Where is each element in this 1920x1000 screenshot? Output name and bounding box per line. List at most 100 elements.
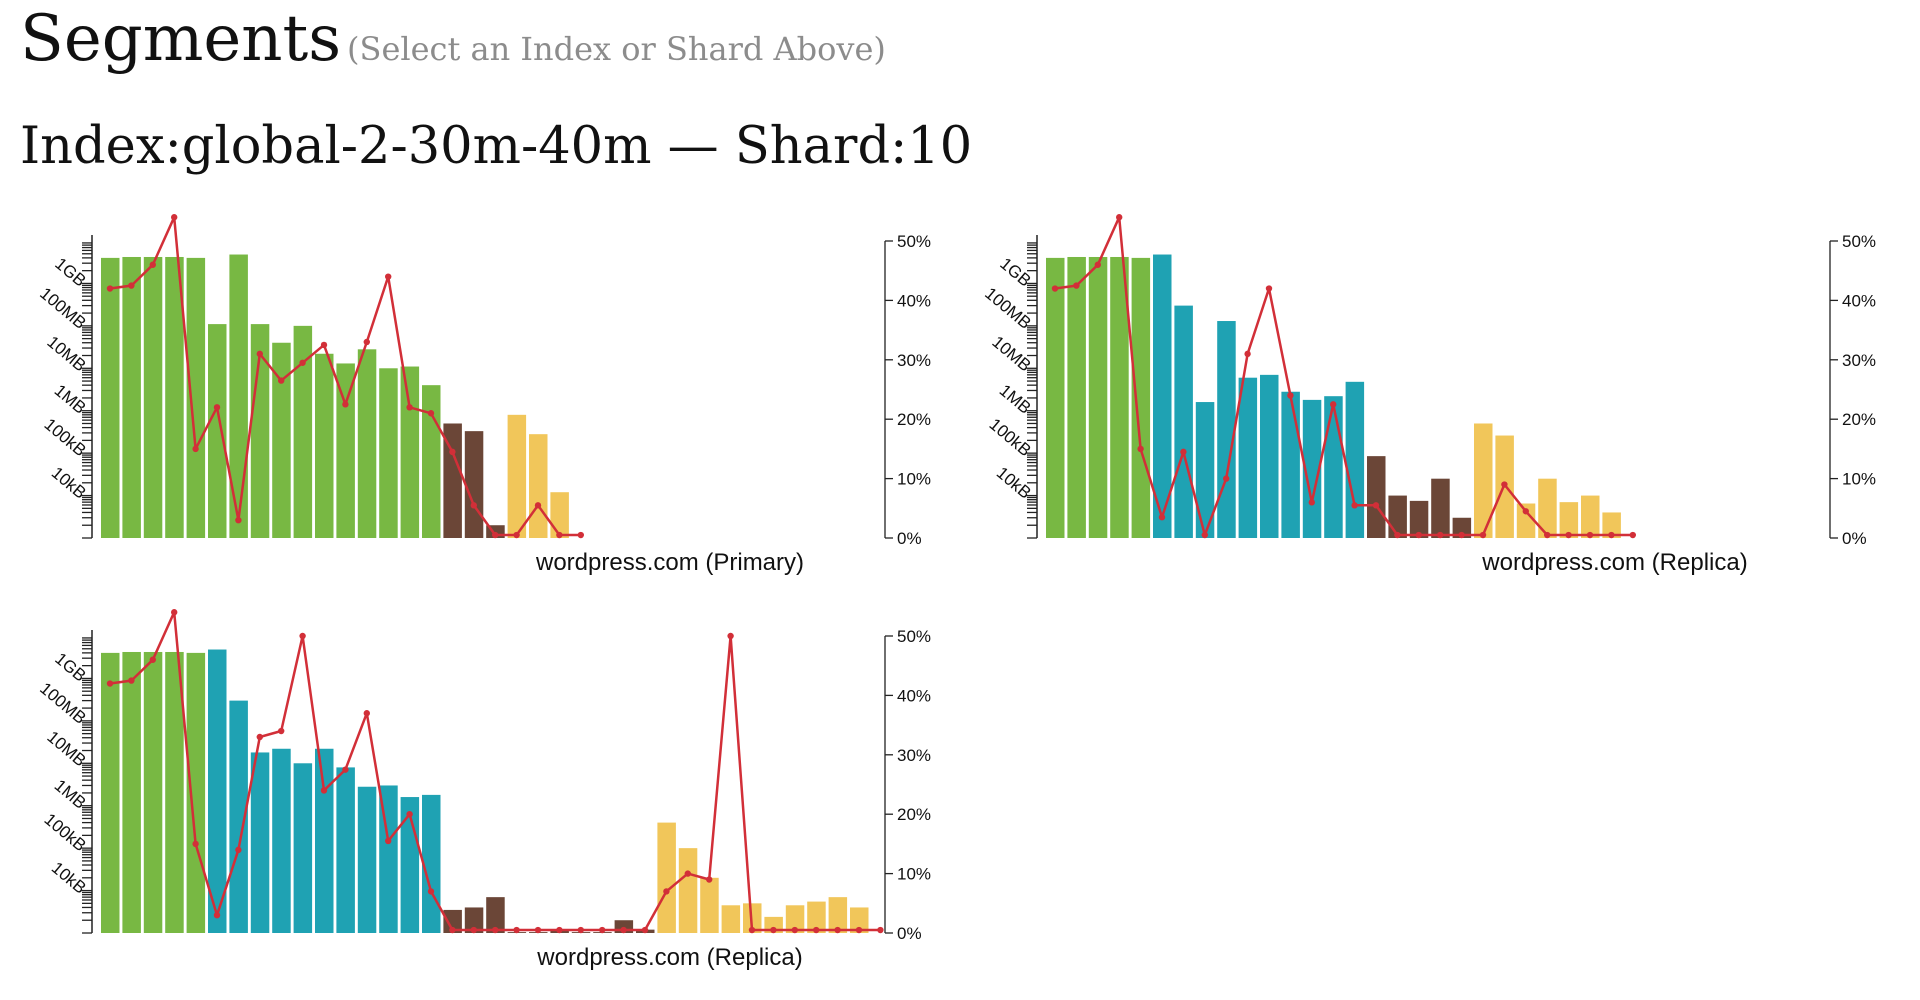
deleted-ratio-point[interactable] [641,926,649,934]
segment-bar[interactable] [229,254,248,538]
deleted-ratio-point[interactable] [427,888,435,895]
segment-bar[interactable] [357,349,377,538]
segment-bar[interactable] [1324,396,1343,538]
segment-bar[interactable] [272,748,291,933]
deleted-ratio-point[interactable] [106,680,114,687]
segment-bar[interactable] [1474,423,1493,538]
segment-bar[interactable] [1345,381,1365,538]
deleted-ratio-point[interactable] [149,261,156,268]
deleted-ratio-point[interactable] [1116,214,1123,221]
segment-bar[interactable] [657,822,676,933]
deleted-ratio-point[interactable] [1094,261,1101,268]
segment-bar[interactable] [1153,254,1172,538]
segment-bar[interactable] [336,767,355,933]
segment-bar[interactable] [379,368,398,538]
segment-bar[interactable] [1302,399,1322,538]
deleted-ratio-point[interactable] [1501,481,1508,488]
segment-bar[interactable] [1367,456,1386,538]
segment-bar[interactable] [293,325,313,538]
segment-bar[interactable] [1238,377,1258,538]
segment-bar[interactable] [315,748,334,933]
deleted-ratio-point[interactable] [342,766,349,773]
segment-bar[interactable] [422,794,441,933]
deleted-ratio-point[interactable] [1437,531,1444,539]
segment-bar[interactable] [122,256,141,538]
segment-bar[interactable] [1388,495,1407,538]
deleted-ratio-point[interactable] [1415,531,1422,539]
deleted-ratio-point[interactable] [770,926,777,934]
segment-bar[interactable] [678,848,698,933]
deleted-ratio-point[interactable] [577,531,584,539]
deleted-ratio-point[interactable] [256,733,263,741]
segment-bar[interactable] [336,363,355,538]
deleted-ratio-point[interactable] [1308,499,1315,506]
segment-bar[interactable] [422,385,441,538]
segment-bar[interactable] [850,907,869,933]
segment-bar[interactable] [1046,257,1065,538]
deleted-ratio-point[interactable] [706,876,713,883]
segment-bar[interactable] [1581,495,1600,538]
deleted-ratio-point[interactable] [406,811,413,818]
deleted-ratio-point[interactable] [385,837,392,845]
segment-bar[interactable] [400,366,420,538]
segment-bar[interactable] [785,905,805,933]
deleted-ratio-point[interactable] [1287,392,1294,399]
deleted-ratio-point[interactable] [1137,445,1144,453]
segment-bar[interactable] [1452,517,1472,538]
deleted-ratio-point[interactable] [813,926,820,934]
segment-bar[interactable] [250,324,270,538]
deleted-ratio-point[interactable] [877,926,884,934]
segment-bar[interactable] [1260,374,1279,538]
deleted-ratio-point[interactable] [106,285,114,292]
deleted-ratio-point[interactable] [1544,531,1551,539]
deleted-ratio-point[interactable] [213,404,221,411]
segment-bar[interactable] [529,434,548,538]
deleted-ratio-point[interactable] [1244,350,1251,358]
deleted-ratio-point[interactable] [748,926,756,934]
deleted-ratio-point[interactable] [534,502,542,509]
segment-bar[interactable] [1195,402,1215,538]
deleted-ratio-point[interactable] [834,926,841,934]
deleted-ratio-point[interactable] [128,282,135,289]
deleted-ratio-point[interactable] [1265,285,1273,292]
deleted-ratio-point[interactable] [1223,475,1230,482]
segment-bar[interactable] [550,492,569,538]
deleted-ratio-point[interactable] [1051,285,1059,292]
deleted-ratio-point[interactable] [1458,531,1465,539]
segment-bar[interactable] [101,652,120,933]
deleted-ratio-point[interactable] [1351,502,1358,509]
deleted-ratio-point[interactable] [449,448,456,456]
segment-bar[interactable] [208,649,227,933]
deleted-ratio-point[interactable] [235,516,242,524]
deleted-ratio-point[interactable] [149,656,156,663]
segment-bar[interactable] [700,877,719,933]
segment-bar[interactable] [229,700,248,933]
deleted-ratio-point[interactable] [1330,401,1337,408]
segment-bar[interactable] [721,905,741,933]
segment-bar[interactable] [315,353,334,538]
segment-bar[interactable] [1559,502,1579,538]
deleted-ratio-point[interactable] [320,787,328,794]
segment-bar[interactable] [828,897,848,933]
segment-bar[interactable] [357,786,377,933]
deleted-ratio-point[interactable] [534,926,542,934]
deleted-ratio-point[interactable] [1372,502,1380,509]
deleted-ratio-point[interactable] [513,531,520,539]
deleted-ratio-point[interactable] [406,404,413,411]
deleted-ratio-point[interactable] [128,677,135,684]
segment-bar[interactable] [507,414,527,538]
deleted-ratio-point[interactable] [620,926,627,934]
deleted-ratio-point[interactable] [192,840,199,848]
segment-bar[interactable] [208,324,227,538]
segment-bar[interactable] [1088,256,1108,538]
deleted-ratio-point[interactable] [791,926,798,934]
deleted-ratio-point[interactable] [278,377,285,384]
segment-bar[interactable] [1067,256,1086,538]
segment-bar[interactable] [1538,478,1557,538]
segment-bar[interactable] [464,431,484,538]
deleted-ratio-point[interactable] [1180,448,1187,456]
deleted-ratio-point[interactable] [1479,531,1487,539]
deleted-ratio-point[interactable] [577,926,584,934]
segment-bar[interactable] [1131,257,1151,538]
segment-bar[interactable] [1431,478,1450,538]
